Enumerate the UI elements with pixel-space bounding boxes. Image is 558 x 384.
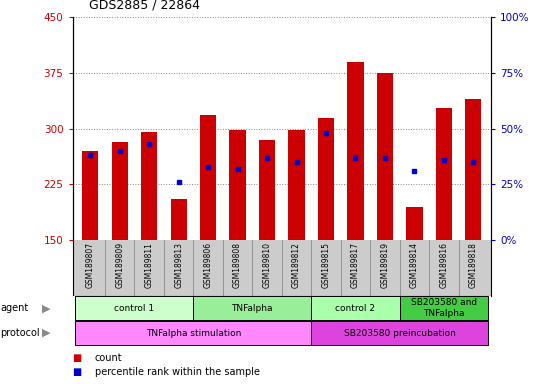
Text: GSM189814: GSM189814 [410, 242, 419, 288]
Bar [75, 321, 311, 345]
Bar [311, 321, 488, 345]
Text: SB203580 preincubation: SB203580 preincubation [344, 329, 456, 338]
Bar [194, 296, 311, 320]
Bar [229, 130, 246, 240]
Text: GSM189807: GSM189807 [86, 242, 95, 288]
Bar [288, 130, 305, 240]
Bar [311, 296, 400, 320]
Text: GSM189808: GSM189808 [233, 242, 242, 288]
Text: GSM189810: GSM189810 [263, 242, 272, 288]
Text: GSM189819: GSM189819 [381, 242, 389, 288]
Text: GSM189818: GSM189818 [469, 242, 478, 288]
Bar [400, 296, 488, 320]
Bar [112, 142, 128, 240]
Bar [348, 62, 364, 240]
Text: TNFalpha: TNFalpha [232, 304, 273, 313]
Text: ▶: ▶ [42, 328, 50, 338]
Text: ▶: ▶ [42, 303, 50, 313]
Bar [465, 99, 482, 240]
Text: count: count [95, 353, 123, 363]
Text: agent: agent [0, 303, 28, 313]
Text: ■: ■ [73, 366, 82, 377]
Text: GSM189817: GSM189817 [351, 242, 360, 288]
Bar [82, 151, 98, 240]
Text: protocol: protocol [0, 328, 40, 338]
Bar [171, 199, 187, 240]
Text: TNFalpha stimulation: TNFalpha stimulation [146, 329, 241, 338]
Bar [436, 108, 452, 240]
Text: GSM189812: GSM189812 [292, 242, 301, 288]
Text: GSM189809: GSM189809 [115, 242, 124, 288]
Text: control 2: control 2 [335, 304, 376, 313]
Bar [141, 132, 157, 240]
Text: GSM189815: GSM189815 [321, 242, 330, 288]
Bar [406, 207, 422, 240]
Bar [75, 296, 194, 320]
Text: control 1: control 1 [114, 304, 155, 313]
Text: ■: ■ [73, 353, 82, 363]
Text: GSM189811: GSM189811 [145, 242, 153, 288]
Text: GDS2885 / 22864: GDS2885 / 22864 [89, 0, 200, 12]
Bar [318, 118, 334, 240]
Text: GSM189806: GSM189806 [204, 242, 213, 288]
Text: GSM189816: GSM189816 [439, 242, 449, 288]
Bar [377, 73, 393, 240]
Bar [200, 115, 216, 240]
Text: GSM189813: GSM189813 [174, 242, 183, 288]
Text: SB203580 and
TNFalpha: SB203580 and TNFalpha [411, 298, 477, 318]
Bar [259, 140, 275, 240]
Text: percentile rank within the sample: percentile rank within the sample [95, 366, 260, 377]
